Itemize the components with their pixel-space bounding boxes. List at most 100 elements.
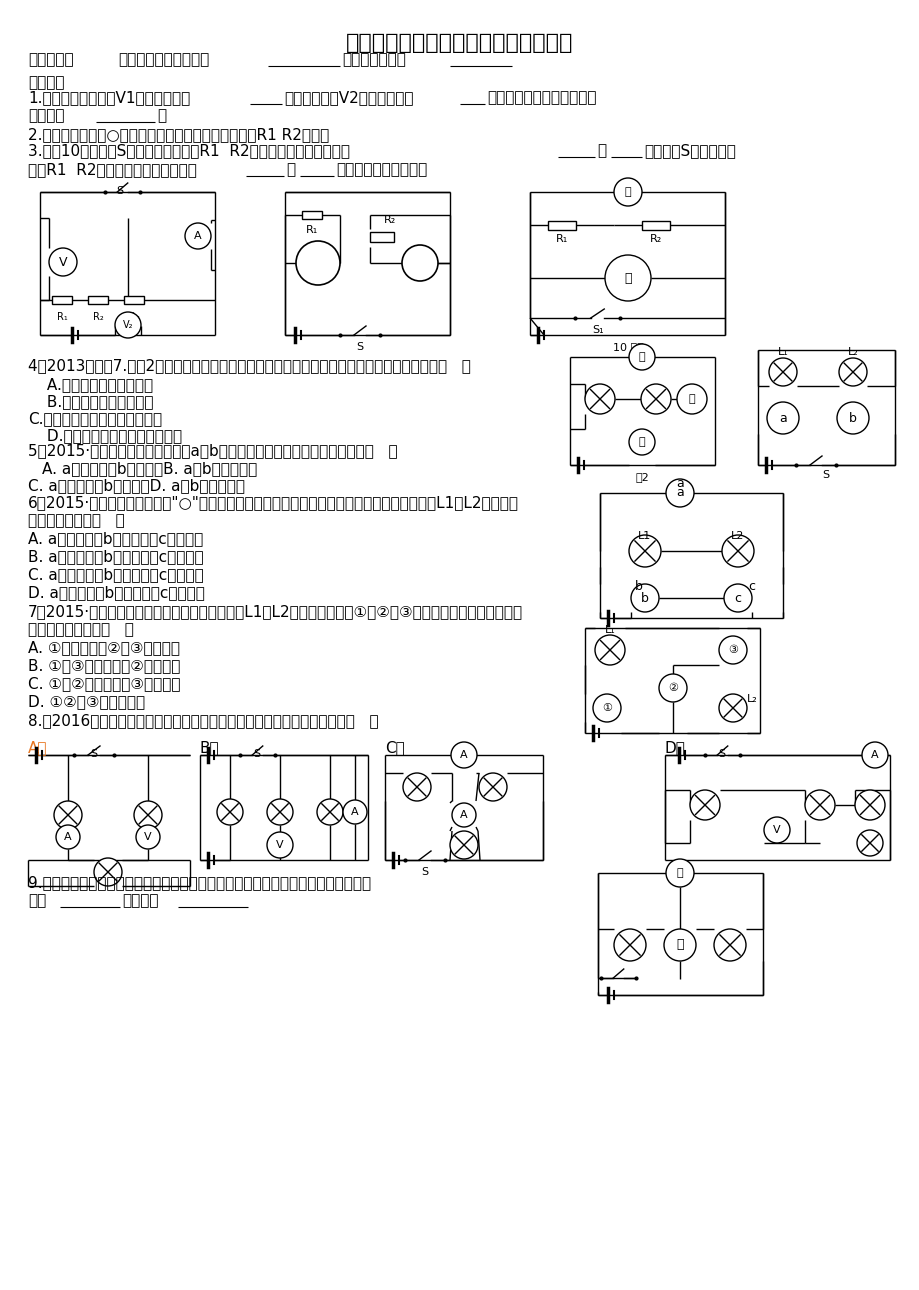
Circle shape	[54, 801, 82, 829]
Circle shape	[605, 255, 651, 301]
Circle shape	[854, 789, 884, 820]
Text: b: b	[641, 592, 648, 605]
Circle shape	[723, 584, 751, 611]
Text: 两端的电压，V2测量的是电阻: 两端的电压，V2测量的是电阻	[284, 90, 413, 104]
Circle shape	[449, 831, 478, 859]
Text: ②: ②	[667, 682, 677, 693]
Text: a: a	[675, 486, 683, 499]
Text: S: S	[421, 867, 428, 877]
Text: A．: A．	[28, 740, 48, 755]
Circle shape	[593, 694, 620, 722]
Text: V₂: V₂	[122, 320, 133, 330]
Text: B．: B．	[199, 740, 220, 755]
Bar	[641, 221, 669, 230]
Text: 甲: 甲	[624, 187, 630, 197]
Circle shape	[49, 248, 77, 276]
Text: 表，乙是: 表，乙是	[122, 893, 158, 908]
Text: 。当开关S断开后要使: 。当开关S断开后要使	[643, 143, 735, 157]
Circle shape	[613, 929, 645, 961]
Text: 电流表在电路中相当于: 电流表在电路中相当于	[118, 52, 209, 67]
Text: S: S	[90, 749, 97, 759]
Bar	[548, 221, 575, 230]
Circle shape	[630, 584, 658, 611]
Text: 知识点总结: 知识点总结	[28, 52, 74, 67]
Text: A: A	[870, 749, 878, 760]
Text: 两端的电压。三个电阻的连: 两端的电压。三个电阻的连	[486, 90, 596, 104]
Circle shape	[402, 245, 437, 281]
Text: A: A	[64, 832, 72, 842]
Text: 例题分析: 例题分析	[28, 75, 64, 90]
Text: 乙: 乙	[596, 143, 606, 157]
Circle shape	[115, 312, 141, 338]
Circle shape	[403, 773, 430, 801]
Text: C．: C．	[384, 740, 404, 755]
Text: L₁: L₁	[604, 624, 615, 635]
Circle shape	[838, 359, 866, 386]
Text: 电阻R1  R2并联，甲乙应接入的是甲: 电阻R1 R2并联，甲乙应接入的是甲	[28, 163, 197, 177]
Text: A: A	[460, 749, 467, 760]
Text: a: a	[675, 477, 683, 490]
Text: D.甲、丙是电流表，乙是电压表: D.甲、丙是电流表，乙是电压表	[42, 428, 182, 442]
Text: A.甲、乙、丙都是电流表: A.甲、乙、丙都是电流表	[42, 377, 153, 392]
Circle shape	[861, 742, 887, 768]
Text: A: A	[351, 808, 358, 817]
Text: 9.如图所示电路中，在甲、乙两处分别接入电表，当开关闭合后，两灯均能发光．则: 9.如图所示电路中，在甲、乙两处分别接入电表，当开关闭合后，两灯均能发光．则	[28, 875, 370, 890]
Text: 甲: 甲	[638, 352, 644, 362]
Text: D. a为电流表，b为电流表，c为电流表: D. a为电流表，b为电流表，c为电流表	[28, 584, 205, 600]
Text: ①: ①	[601, 703, 611, 713]
Text: R₁: R₁	[57, 312, 67, 322]
Text: B. a为电压表，b为电压表，c为电流表: B. a为电压表，b为电压表，c为电流表	[28, 550, 203, 564]
Text: V: V	[59, 255, 67, 268]
Text: 乙: 乙	[624, 271, 631, 285]
Text: S: S	[718, 749, 725, 759]
Text: L1: L1	[638, 531, 651, 541]
Text: R₁: R₁	[305, 224, 318, 235]
Text: L₁: L₁	[777, 347, 788, 357]
Text: 3.如图10，当开关S闭合后，要使电阻R1  R2串联，甲乙应接入的是甲: 3.如图10，当开关S闭合后，要使电阻R1 R2串联，甲乙应接入的是甲	[28, 143, 349, 157]
Text: 8.（2016自贡）在如图所示的四个电路中，哪个电路中三个电灯是并联的（   ）: 8.（2016自贡）在如图所示的四个电路中，哪个电路中三个电灯是并联的（ ）	[28, 713, 379, 728]
Text: 2.请在右图电路的○中，填上适当的电表符号，使电阻R1 R2并联。: 2.请在右图电路的○中，填上适当的电表符号，使电阻R1 R2并联。	[28, 126, 329, 142]
Text: D. ①②和③都是电流表: D. ①②和③都是电流表	[28, 694, 145, 710]
Text: 10 题图: 10 题图	[612, 342, 642, 352]
Text: 乙: 乙	[688, 393, 695, 404]
Text: A. ①是电流表，②和③是电压表: A. ①是电流表，②和③是电压表	[28, 640, 180, 655]
Circle shape	[629, 535, 660, 568]
Text: S₁: S₁	[592, 325, 603, 335]
Text: 5（2015·长春）如图所示，电路中a、b是电表，闭合开关要使两灯发光，则（   ）: 5（2015·长春）如图所示，电路中a、b是电表，闭合开关要使两灯发光，则（ ）	[28, 442, 397, 458]
Circle shape	[721, 535, 754, 568]
Circle shape	[595, 635, 624, 666]
Circle shape	[317, 799, 343, 826]
Circle shape	[94, 858, 122, 886]
Text: C. ①和②是电流表，③是电压表: C. ①和②是电流表，③是电压表	[28, 676, 180, 691]
Text: S: S	[356, 342, 363, 352]
Circle shape	[665, 479, 693, 507]
Circle shape	[185, 223, 210, 249]
Circle shape	[217, 799, 243, 826]
Circle shape	[296, 241, 340, 285]
Text: 图2: 图2	[634, 472, 648, 482]
Circle shape	[451, 802, 475, 827]
Circle shape	[665, 859, 693, 888]
Text: b: b	[848, 412, 856, 424]
Text: c: c	[733, 592, 741, 605]
Text: A. a是电压表，b是电流表B. a、b都是电压表: A. a是电压表，b是电流表B. a、b都是电压表	[42, 461, 257, 476]
Text: V: V	[276, 840, 283, 850]
Bar	[301, 212, 322, 219]
Text: 表）判断正确的是（   ）: 表）判断正确的是（ ）	[28, 622, 134, 637]
Circle shape	[719, 694, 746, 722]
Text: C. a为电流表，b为电流表，c为电压表: C. a为电流表，b为电流表，c为电压表	[28, 568, 203, 582]
Circle shape	[613, 178, 641, 206]
Text: V: V	[772, 826, 780, 835]
Text: ，电压表相当于: ，电压表相当于	[342, 52, 405, 67]
Text: b: b	[634, 580, 642, 593]
Text: S: S	[253, 749, 260, 759]
Text: 1.如图所示，电压表V1测量的是电阻: 1.如图所示，电压表V1测量的是电阻	[28, 90, 190, 104]
Text: C. a是电流表，b是电压表D. a、b都是电流表: C. a是电流表，b是电压表D. a、b都是电流表	[28, 479, 244, 493]
Circle shape	[676, 384, 706, 414]
Text: 4（2013包头）7.如图2所示，闭合开关，两灯并联，各电表都能正常工作。下列判断正确的是（   ）: 4（2013包头）7.如图2所示，闭合开关，两灯并联，各电表都能正常工作。下列判…	[28, 359, 471, 373]
Text: A: A	[460, 810, 467, 820]
Circle shape	[267, 799, 292, 826]
Text: 甲是: 甲是	[28, 893, 46, 908]
Text: C.甲、乙是电压表，丙是电流表: C.甲、乙是电压表，丙是电流表	[28, 412, 162, 426]
Text: B.甲、乙、丙都是电压表: B.甲、乙、丙都是电压表	[42, 393, 153, 409]
